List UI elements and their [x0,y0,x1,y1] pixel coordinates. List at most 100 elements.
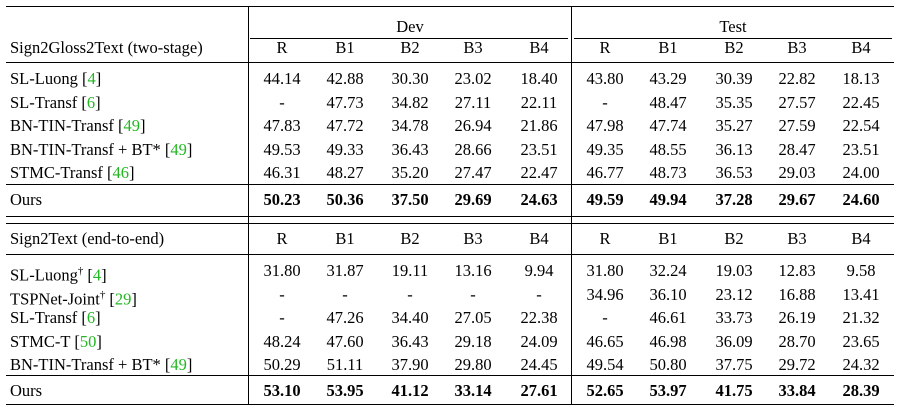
dev-value: 42.88 [326,69,364,88]
test-value: 26.19 [778,308,816,327]
table-row-label: BN-TIN-Transf + BT* [49] [10,355,193,374]
citation-link[interactable]: 50 [79,331,97,351]
dev-value: 53.10 [263,381,301,400]
dev-value: - [407,284,413,304]
method-name: SL-Transf [10,92,82,112]
test-value: 23.65 [842,331,880,351]
test-value: 27.57 [778,92,816,112]
dev-value: 24.45 [520,355,558,374]
section-header-end-to-end: Sign2Text (end-to-end) [10,229,165,248]
vrule-body1-a [248,62,250,216]
dev-value: 47.83 [263,116,301,135]
dev-value: 36.43 [391,139,429,159]
test-value: 24.60 [842,190,880,209]
dev-value: 27.61 [520,381,558,400]
citation-link[interactable]: 46 [112,163,130,182]
dev-value: 29.69 [454,190,492,209]
col-header-dev-r: R [276,229,288,248]
test-value: 36.13 [715,139,753,159]
citation-link[interactable]: 6 [86,92,96,112]
table-row-label: STMC-T [50] [10,331,102,351]
test-value: 24.32 [842,355,880,374]
dev-value: 34.78 [391,116,429,135]
col-header-dev-b1: B1 [335,229,355,248]
col-header-test-b3: B3 [787,229,807,248]
test-value: 22.54 [842,116,880,135]
col-header-dev-b4: B4 [529,38,549,57]
method-name: TSPNet-Joint [10,289,100,308]
dev-value: 53.95 [326,381,364,400]
dev-value: 19.11 [391,261,429,280]
citation-link[interactable]: 4 [92,265,102,285]
dev-value: 29.80 [454,355,492,374]
rule-above-header2 [6,223,894,225]
col-header-test-b1: B1 [658,38,678,57]
dev-value: 50.36 [326,190,364,209]
vrule-body2-b [571,254,573,405]
dev-value: 27.47 [454,163,492,182]
dev-value: - [279,284,285,304]
test-value: 52.65 [586,381,624,400]
citation-link[interactable]: 6 [86,308,96,327]
citation-link[interactable]: 4 [87,69,96,88]
test-value: 28.70 [778,331,816,351]
dev-value: 50.29 [263,355,301,374]
test-value: 29.72 [778,355,816,374]
test-value: 50.80 [649,355,687,374]
table-row-label: BN-TIN-Transf + BT* [49] [10,139,193,159]
test-value: 35.35 [715,92,753,112]
col-header-test-b2: B2 [724,38,744,57]
test-value: 22.82 [778,69,816,88]
test-value: 27.59 [778,116,816,135]
method-name: BN-TIN-Transf + BT* [10,355,165,374]
table-row-label: BN-TIN-Transf [49] [10,116,146,135]
test-value: 37.75 [715,355,753,374]
dev-value: - [536,284,542,304]
dagger-mark: † [99,288,106,301]
dev-value: 34.82 [391,92,429,112]
method-name: SL-Luong [10,69,82,88]
rule-below-ours1 [6,216,894,218]
bottom-rule [6,404,894,406]
dev-value: 18.40 [520,69,558,88]
col-header-dev-b2: B2 [400,38,420,57]
dev-value: 28.66 [454,139,492,159]
test-value: - [602,308,608,327]
dev-value: 26.94 [454,116,492,135]
rule-below-header2 [6,254,894,256]
section-header-two-stage: Sign2Gloss2Text (two-stage) [10,38,203,57]
dagger-mark: † [77,265,84,277]
test-value: 47.74 [649,116,687,135]
citation-link[interactable]: 49 [123,116,141,135]
dev-value: 37.50 [391,190,429,209]
dev-value: 27.05 [454,308,492,327]
citation-link[interactable]: 29 [114,289,132,308]
test-value: 13.41 [842,284,880,304]
dev-value: 24.09 [520,331,558,351]
test-value: 46.65 [586,331,624,351]
col-header-test-b2: B2 [724,229,744,248]
rule-below-header1 [6,62,894,64]
test-value: 19.03 [715,261,753,280]
citation-link[interactable]: 49 [170,139,187,159]
dev-value: 47.60 [326,331,364,351]
test-value: 49.54 [586,355,624,374]
citation-link[interactable]: 49 [170,355,187,374]
test-value: 33.84 [778,381,816,400]
test-value: 33.73 [715,308,753,327]
dev-value: 22.11 [520,92,558,112]
top-rule [6,6,894,8]
col-header-dev-b2: B2 [400,229,420,248]
test-value: 21.32 [842,308,880,327]
table-row-label: SL-Luong [4] [10,69,102,88]
test-value: 24.00 [842,163,880,182]
dev-value: 33.14 [454,381,492,400]
dev-value: 47.26 [326,308,364,327]
test-value: 36.10 [649,284,687,304]
vrule-body2-a [248,254,250,405]
dev-value: 50.23 [263,190,301,209]
test-value: 48.55 [649,139,687,159]
col-header-test-b3: B3 [787,38,807,57]
dev-value: 31.87 [326,261,364,280]
test-value: 29.03 [778,163,816,182]
